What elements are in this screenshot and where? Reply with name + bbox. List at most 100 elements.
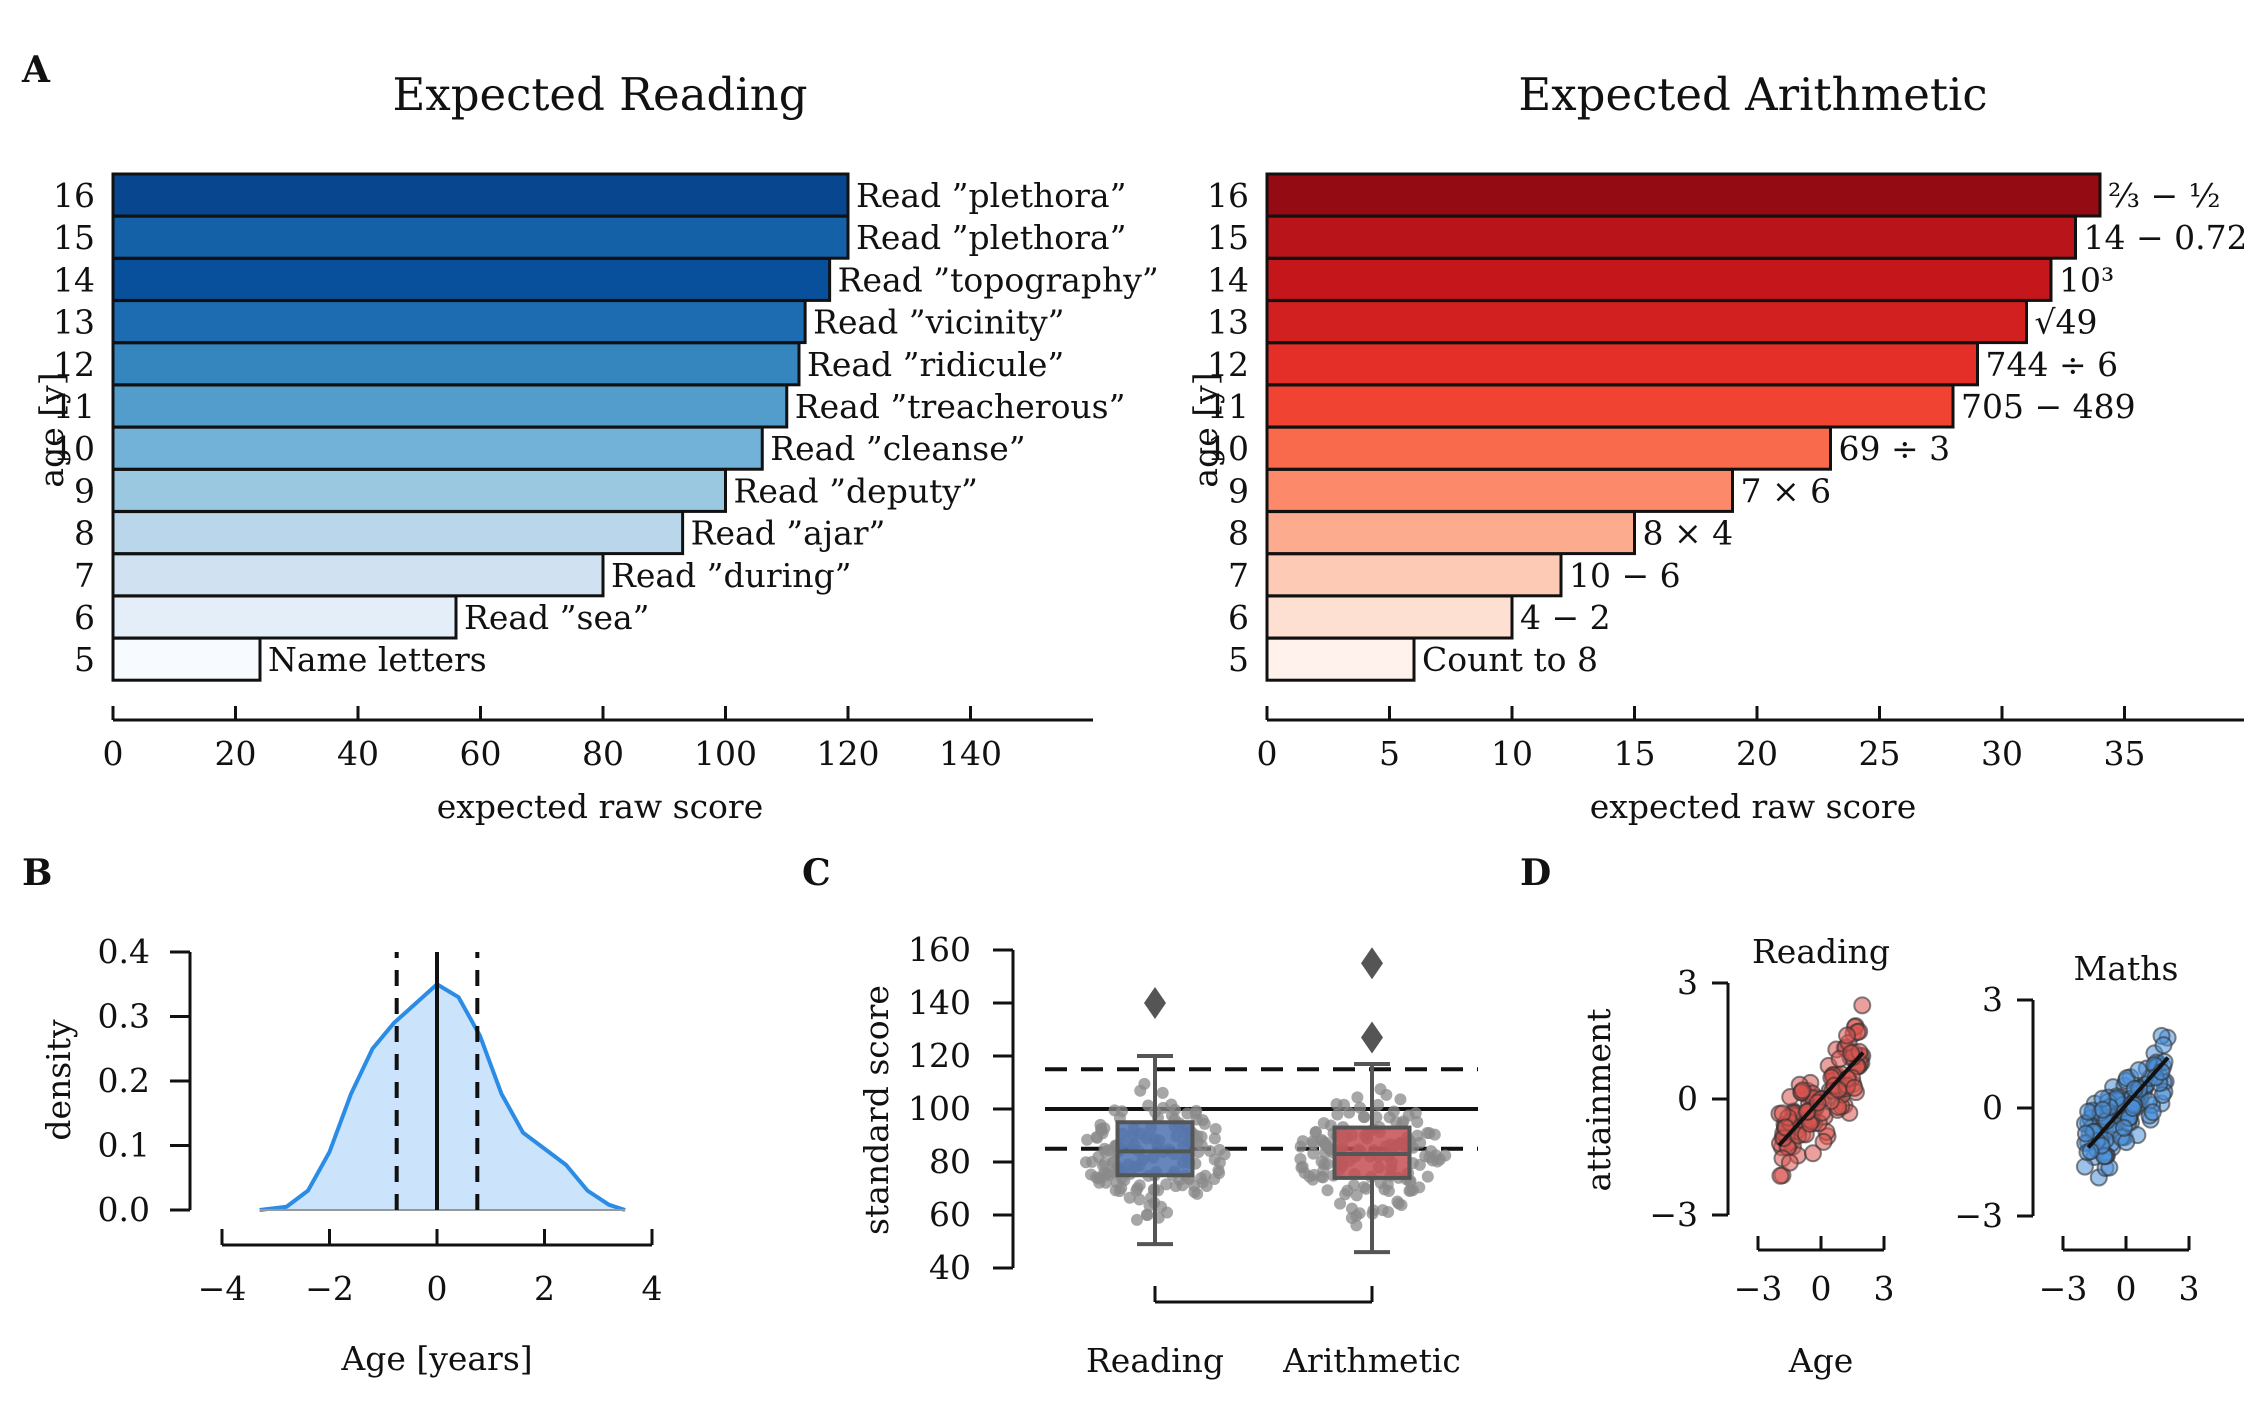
y-tick-label: 120 (908, 1036, 971, 1075)
swarm-point (1358, 1111, 1371, 1124)
x-tick-label: −3 (1734, 1269, 1783, 1308)
bar-11 (111, 383, 789, 429)
y-tick-label: 0.3 (98, 997, 150, 1036)
swarm-point (1081, 1133, 1094, 1146)
density-fill (259, 984, 626, 1210)
x-tick-label: 2 (534, 1269, 555, 1308)
swarm-point (1131, 1182, 1144, 1195)
outlier-marker (1361, 1021, 1383, 1054)
bar-11 (1265, 383, 1955, 429)
swarm-point (1350, 1209, 1363, 1222)
y-tick-label: 14 (53, 260, 95, 299)
swarm-point (1113, 1185, 1126, 1198)
swarm-point (1101, 1167, 1114, 1180)
x-tick-label: 20 (1736, 734, 1778, 773)
swarm-point (1096, 1127, 1109, 1140)
y-tick-label: 0 (1982, 1088, 2003, 1127)
x-axis-label: expected raw score (1590, 787, 1916, 826)
bar-label: √49 (2035, 303, 2098, 342)
scatter-title: Maths (2074, 949, 2179, 988)
panel-label-a: A (21, 49, 51, 91)
standard-score-boxplot: 40 60 80 100 120 140 160 standard score Reading A… (857, 930, 1478, 1380)
y-tick-label: 0.0 (98, 1190, 150, 1229)
x-tick-label: 100 (694, 734, 757, 773)
swarm-point (1099, 1176, 1112, 1189)
y-tick-label: 13 (53, 303, 95, 342)
x-tick-label: 25 (1859, 734, 1901, 773)
bar-label: Read ”during” (611, 556, 852, 595)
swarm-point (1168, 1103, 1181, 1116)
y-tick-label: 9 (1228, 471, 1249, 510)
y-tick-label: 100 (908, 1089, 971, 1128)
x-axis-label: expected raw score (437, 787, 763, 826)
bar-16 (111, 172, 850, 218)
box-reading (1115, 1120, 1195, 1178)
y-tick-label: 16 (53, 176, 95, 215)
bar-label: Read ”cleanse” (770, 429, 1025, 468)
y-tick-label: 5 (74, 640, 95, 679)
swarm-point (1307, 1147, 1320, 1160)
swarm-point (1334, 1197, 1347, 1210)
bar-10 (111, 425, 764, 471)
arithmetic-bar-chart: Expected Arithmetic 5 Count to 8 6 4 − 2 7 10 … (1186, 68, 2244, 826)
scatter-point (1814, 1132, 1833, 1151)
x-tick-label: 4 (642, 1269, 663, 1308)
scatter-point (1793, 1081, 1812, 1100)
swarm-point (1411, 1129, 1424, 1142)
swarm-point (1421, 1170, 1434, 1183)
swarm-point (1343, 1106, 1356, 1119)
y-tick-label: 8 (74, 514, 95, 553)
bar-label: 14 − 0.72 (2084, 218, 2244, 257)
swarm-point (1130, 1213, 1143, 1226)
swarm-point (1160, 1178, 1173, 1191)
swarm-point (1134, 1084, 1147, 1097)
swarm-point (1350, 1219, 1363, 1232)
bar-label: 705 − 489 (1961, 387, 2136, 426)
y-tick-label: 60 (929, 1195, 971, 1234)
x-tick-label: Arithmetic (1282, 1341, 1461, 1380)
x-tick-label: 60 (460, 734, 502, 773)
y-tick-label: 0.1 (98, 1126, 150, 1165)
bar-9 (111, 467, 727, 513)
scatter-title: Reading (1752, 932, 1890, 971)
y-tick-label: 40 (929, 1248, 971, 1287)
bar-10 (1265, 425, 1832, 471)
fit-line (2086, 1056, 2170, 1149)
bar-label: Read ”plethora” (856, 176, 1126, 215)
y-tick-label: 15 (1207, 218, 1249, 257)
swarm-point (1306, 1135, 1319, 1148)
swarm-point (1213, 1156, 1226, 1169)
y-tick-label: 3 (1677, 963, 1698, 1002)
y-tick-label: 3 (1982, 980, 2003, 1019)
swarm-point (1331, 1108, 1344, 1121)
x-tick-label: 15 (1614, 734, 1656, 773)
y-tick-label: 10 (1207, 429, 1249, 468)
y-tick-label: 13 (1207, 303, 1249, 342)
y-tick-label: 10 (53, 429, 95, 468)
swarm-point (1351, 1091, 1364, 1104)
y-tick-label: 12 (53, 345, 95, 384)
y-tick-label: 0.4 (98, 932, 150, 971)
outlier-marker (1144, 987, 1166, 1019)
y-tick-label: 0.2 (98, 1061, 150, 1100)
bar-label: Read ”plethora” (856, 218, 1126, 257)
bar-label: 69 ÷ 3 (1839, 429, 1951, 468)
swarm-point (1123, 1191, 1136, 1204)
swarm-point (1409, 1107, 1422, 1120)
swarm-point (1294, 1153, 1307, 1166)
x-tick-label: −2 (305, 1269, 354, 1308)
bar-7 (111, 552, 605, 598)
y-tick-label: 11 (1207, 387, 1249, 426)
y-tick-label: 6 (74, 598, 95, 637)
y-axis-label: age [y] (1186, 372, 1225, 487)
reading-bar-chart: Expected Reading 5 Name letters 6 Read ”sea”… (32, 68, 1159, 826)
swarm-point (1309, 1125, 1322, 1138)
bar-12 (111, 341, 801, 387)
bar-label: 4 − 2 (1520, 598, 1611, 637)
x-tick-label: −4 (198, 1269, 247, 1308)
reading-attainment-scatter: Reading −3 0 3 −3 0 3 Age attainment (1579, 932, 1895, 1380)
x-tick-label: Reading (1086, 1341, 1224, 1380)
swarm-point (1192, 1146, 1205, 1159)
bar-12 (1265, 341, 1979, 387)
